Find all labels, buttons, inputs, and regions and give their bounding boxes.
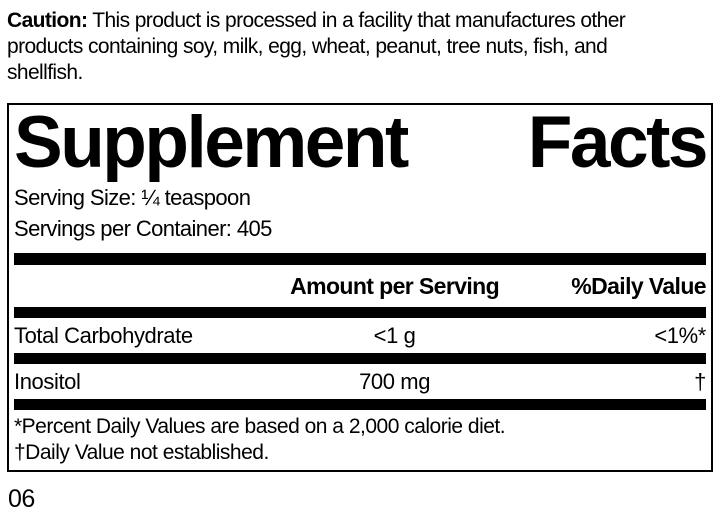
table-header-row: Amount per Serving %Daily Value xyxy=(14,265,706,307)
nutrient-name: Total Carbohydrate xyxy=(14,323,193,348)
serving-info: Serving Size: ¼ teaspoon Servings per Co… xyxy=(14,182,706,244)
caution-line-1: Caution: This product is processed in a … xyxy=(7,8,713,34)
nutrient-amount: <1 g xyxy=(373,323,416,348)
servings-per-container-label: Servings per Container: xyxy=(14,216,232,241)
separator-bar xyxy=(14,353,706,364)
separator-bar xyxy=(14,253,706,265)
nutrient-daily-value: <1%* xyxy=(654,323,706,348)
table-row-total-carbohydrate: Total Carbohydrate <1 g <1%* xyxy=(14,318,706,353)
caution-text: Caution: This product is processed in a … xyxy=(7,8,713,86)
servings-per-container-value: 405 xyxy=(236,216,273,241)
separator-bar xyxy=(14,307,706,318)
serving-size-value: ¼ teaspoon xyxy=(141,185,251,210)
serving-size-line: Serving Size: ¼ teaspoon xyxy=(14,182,706,213)
footnote-daily-value-not-established: †Daily Value not established. xyxy=(14,441,269,464)
panel-title: Supplement Facts xyxy=(14,102,709,183)
panel-title-word-facts: Facts xyxy=(527,102,709,183)
column-header-amount-per-serving: Amount per Serving xyxy=(290,273,500,299)
serving-size-label: Serving Size: xyxy=(14,185,136,210)
nutrient-amount: 700 mg xyxy=(359,369,431,394)
servings-per-container-line: Servings per Container: 405 xyxy=(14,213,706,244)
table-row-inositol: Inositol 700 mg † xyxy=(14,364,706,399)
supplement-facts-panel: Supplement Facts Serving Size: ¼ teaspoo… xyxy=(7,103,713,472)
panel-title-word-supplement: Supplement xyxy=(14,102,409,183)
nutrient-daily-value: † xyxy=(694,369,706,394)
caution-line-2: products containing soy, milk, egg, whea… xyxy=(7,35,608,58)
footnotes: *Percent Daily Values are based on a 2,0… xyxy=(14,410,706,470)
footnote-percent-daily-values: *Percent Daily Values are based on a 2,0… xyxy=(14,415,506,438)
caution-line-3: shellfish. xyxy=(7,61,83,84)
nutrient-name: Inositol xyxy=(14,369,81,394)
column-header-daily-value: %Daily Value xyxy=(571,273,706,299)
page-code: 06 xyxy=(8,485,35,513)
caution-line-1-text: This product is processed in a facility … xyxy=(92,9,626,32)
caution-label: Caution: xyxy=(7,9,88,32)
separator-bar xyxy=(14,399,706,410)
